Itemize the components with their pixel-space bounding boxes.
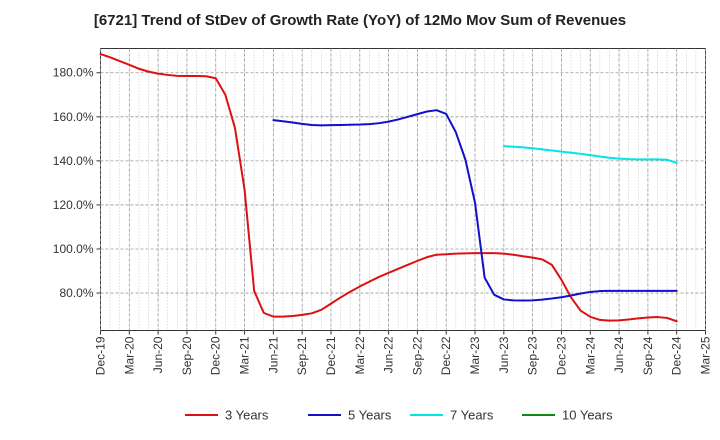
- x-tick-label: Mar-25: [699, 336, 713, 374]
- x-tick-label: Sep-21: [295, 336, 309, 375]
- x-tick-label: Dec-24: [670, 336, 684, 375]
- legend-label-10-years: 10 Years: [562, 408, 613, 423]
- x-tick-label: Dec-19: [94, 336, 108, 375]
- y-tick-label: 140.0%: [53, 154, 94, 168]
- series-line-3-years: [99, 53, 678, 323]
- x-tick-label: Mar-22: [353, 336, 367, 374]
- x-tick-label: Dec-20: [209, 336, 223, 375]
- major-gridlines: [100, 48, 706, 331]
- legend-label-3-years: 3 Years: [225, 408, 269, 423]
- x-tick-label: Sep-22: [410, 336, 424, 375]
- x-tick-label: Dec-21: [324, 336, 338, 375]
- legend-label-5-years: 5 Years: [348, 408, 392, 423]
- y-tick-label: 160.0%: [53, 110, 94, 124]
- y-tick-label: 120.0%: [53, 198, 94, 212]
- x-tick-label: Jun-21: [266, 336, 280, 373]
- x-tick-label: Jun-22: [382, 336, 396, 373]
- x-tick-label: Mar-23: [468, 336, 482, 374]
- x-tick-label: Dec-23: [554, 336, 568, 375]
- legend-label-7-years: 7 Years: [450, 408, 494, 423]
- x-tick-label: Jun-20: [151, 336, 165, 373]
- x-tick-label: Jun-23: [497, 336, 511, 373]
- x-tick-label: Jun-24: [612, 336, 626, 373]
- x-tick-label: Sep-24: [641, 336, 655, 375]
- x-axis: Dec-19 Mar-20 Jun-20 Sep-20 Dec-20 Mar-21 Jun-…: [94, 330, 713, 375]
- y-tick-label: 100.0%: [53, 242, 94, 256]
- y-axis: 80.0% 100.0% 120.0% 140.0% 160.0% 180.0%: [53, 66, 101, 300]
- series-line-7-years: [502, 145, 678, 164]
- x-tick-label: Dec-22: [439, 336, 453, 375]
- x-tick-label: Sep-23: [526, 336, 540, 375]
- legend: 3 Years 5 Years 7 Years 10 Years: [185, 408, 613, 423]
- y-tick-label: 80.0%: [59, 286, 93, 300]
- chart-title: [6721] Trend of StDev of Growth Rate (Yo…: [93, 12, 627, 29]
- plot-frame: [100, 48, 706, 331]
- y-tick-label: 180.0%: [53, 66, 94, 80]
- x-tick-label: Mar-21: [238, 336, 252, 374]
- series-lines: [99, 53, 678, 323]
- x-tick-label: Sep-20: [180, 336, 194, 375]
- x-tick-label: Mar-24: [583, 336, 597, 374]
- x-tick-label: Mar-20: [122, 336, 136, 374]
- series-line-5-years: [272, 109, 678, 302]
